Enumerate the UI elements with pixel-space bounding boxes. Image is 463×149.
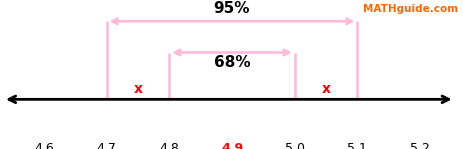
Text: 5.1: 5.1 — [347, 142, 367, 149]
Text: 68%: 68% — [213, 55, 250, 70]
Text: x: x — [133, 82, 142, 96]
Text: 4.7: 4.7 — [96, 142, 116, 149]
Text: 4.6: 4.6 — [34, 142, 54, 149]
Text: 4.9: 4.9 — [220, 142, 243, 149]
Text: 4.8: 4.8 — [159, 142, 179, 149]
Text: 5.0: 5.0 — [284, 142, 304, 149]
Text: x: x — [321, 82, 330, 96]
Text: MATHguide.com: MATHguide.com — [362, 4, 457, 14]
Text: 95%: 95% — [213, 1, 250, 16]
Text: 5.2: 5.2 — [409, 142, 429, 149]
